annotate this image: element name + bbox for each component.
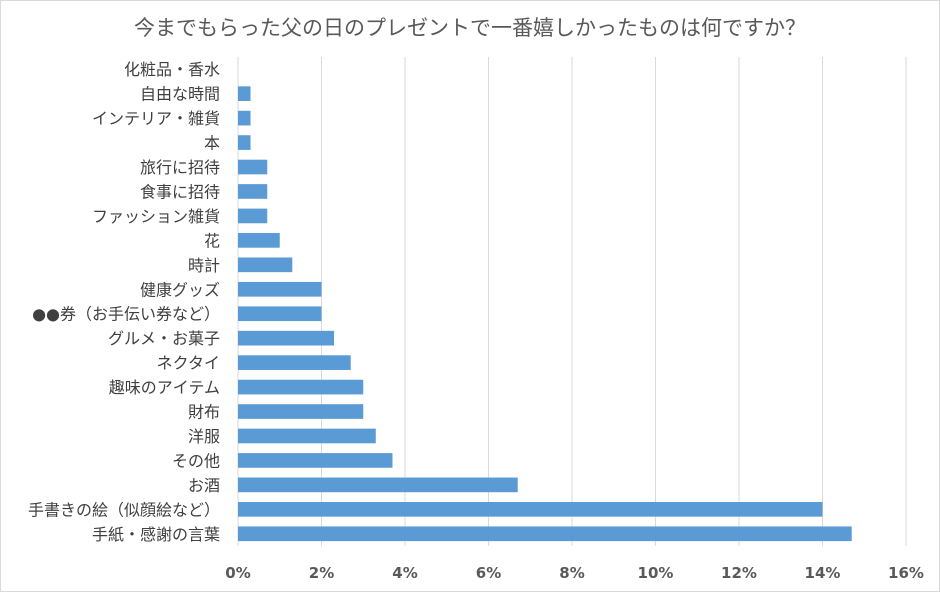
bar — [238, 453, 393, 468]
category-label: 食事に招待 — [140, 182, 220, 201]
category-label: 時計 — [188, 256, 220, 275]
category-label: ●●券（お手伝い券など） — [32, 305, 220, 324]
category-label: インテリア・雑貨 — [92, 109, 220, 128]
bar — [238, 330, 335, 346]
bar — [238, 428, 376, 444]
x-tick-label: 2% — [309, 564, 334, 582]
x-tick-label: 8% — [559, 564, 584, 582]
category-label: 本 — [204, 134, 220, 153]
category-label: 自由な時間 — [140, 85, 220, 104]
bar — [238, 306, 322, 322]
bar — [238, 86, 251, 102]
category-label: 財布 — [188, 403, 220, 422]
x-tick-label: 12% — [721, 564, 757, 582]
x-tick-labels: 0% 2% 4% 6% 8% 10% 12% 14% 16% — [225, 564, 924, 582]
category-label: 旅行に招待 — [140, 158, 220, 177]
category-label: ネクタイ — [157, 354, 220, 373]
bar — [238, 281, 322, 297]
x-tick-label: 4% — [392, 564, 417, 582]
category-label: 手紙・感謝の言葉 — [92, 525, 220, 544]
category-label: 花 — [204, 231, 220, 250]
category-label: 化粧品・香水 — [124, 60, 220, 79]
category-label: 手書きの絵（似顔絵など） — [28, 500, 220, 519]
bar — [238, 135, 251, 150]
category-label: ファッション雑貨 — [92, 207, 220, 226]
bar — [238, 233, 280, 248]
bar — [238, 159, 268, 175]
x-tick-label: 14% — [805, 564, 841, 582]
bar — [238, 208, 268, 224]
x-tick-label: 0% — [225, 564, 250, 582]
bar — [238, 477, 518, 493]
bar — [238, 404, 364, 419]
category-labels: 化粧品・香水自由な時間インテリア・雑貨本旅行に招待食事に招待ファッション雑貨花時… — [28, 60, 220, 544]
category-label: 趣味のアイテム — [109, 378, 220, 397]
x-tick-label: 16% — [888, 564, 924, 582]
bar — [238, 184, 268, 199]
x-tick-label: 10% — [638, 564, 674, 582]
bar — [238, 355, 351, 370]
bars — [238, 86, 852, 542]
chart-title: 今までもらった父の日のプレゼントで一番嬉しかったものは何ですか？ — [134, 16, 806, 40]
category-label: グルメ・お菓子 — [108, 329, 220, 348]
bar — [238, 257, 293, 273]
category-label: お酒 — [188, 476, 220, 495]
gridlines — [237, 57, 907, 546]
x-tick-label: 6% — [476, 564, 501, 582]
bar — [238, 526, 852, 542]
bar — [238, 501, 823, 517]
category-label: その他 — [172, 451, 220, 470]
category-label: 洋服 — [188, 427, 220, 446]
bar — [238, 110, 251, 126]
category-label: 健康グッズ — [140, 280, 220, 299]
bar — [238, 379, 364, 395]
